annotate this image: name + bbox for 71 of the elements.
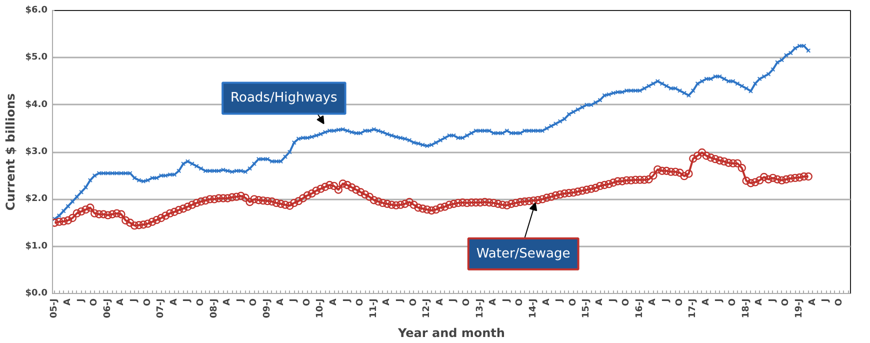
- x-tick-label: 16-J: [634, 298, 645, 318]
- x-tick-label: J: [502, 298, 512, 303]
- x-tick-label: A: [754, 298, 765, 306]
- x-tick-label: O: [515, 298, 526, 306]
- x-tick-label: O: [462, 298, 472, 306]
- x-tick-label: O: [142, 298, 153, 306]
- x-tick-label: O: [356, 298, 366, 306]
- x-tick-label: O: [568, 298, 578, 306]
- x-tick-label: 15-J: [582, 298, 592, 318]
- x-tick-label: 18-J: [741, 298, 752, 318]
- x-tick-label: A: [222, 298, 233, 306]
- x-tick-label: 05-J: [50, 298, 60, 318]
- x-tick-label: 06-J: [102, 298, 113, 318]
- y-tick-label: $6.0: [25, 6, 48, 16]
- x-tick-label: O: [90, 298, 100, 306]
- x-tick-label: J: [768, 298, 778, 303]
- y-axis-title: Current $ billions: [3, 93, 18, 211]
- x-tick-label: A: [435, 298, 446, 306]
- x-tick-label: A: [169, 298, 180, 306]
- x-tick-label: O: [781, 298, 792, 306]
- y-tick-label: $4.0: [25, 100, 48, 110]
- x-tick-label: O: [408, 298, 419, 306]
- x-tick-label: J: [714, 298, 725, 303]
- x-tick-label: J: [608, 298, 618, 303]
- x-tick-label: A: [808, 298, 818, 306]
- x-tick-label: A: [648, 298, 658, 306]
- x-tick-label: A: [329, 298, 340, 306]
- x-axis-title: Year and month: [397, 326, 505, 340]
- x-tick-label: J: [662, 298, 672, 303]
- y-tick-label: $3.0: [25, 147, 48, 157]
- x-tick-label: 19-J: [794, 298, 805, 318]
- series-label: Roads/Highways: [230, 90, 338, 106]
- x-tick-label: A: [488, 298, 499, 306]
- x-tick-label: J: [342, 298, 352, 303]
- x-tick-label: J: [555, 298, 566, 303]
- x-tick-label: 07-J: [156, 298, 166, 318]
- x-tick-label: J: [182, 298, 193, 303]
- x-tick-label: 08-J: [209, 298, 220, 318]
- x-tick-label: 10-J: [316, 298, 326, 318]
- x-tick-label: 14-J: [528, 298, 539, 318]
- x-tick-label: O: [249, 298, 260, 306]
- x-tick-label: O: [302, 298, 312, 306]
- x-tick-label: O: [834, 298, 844, 306]
- x-tick-label: A: [382, 298, 392, 306]
- x-tick-label: J: [76, 298, 86, 303]
- x-tick-label: J: [289, 298, 300, 303]
- y-tick-label: $0.0: [25, 288, 48, 298]
- x-tick-label: J: [236, 298, 246, 303]
- x-tick-label: O: [674, 298, 685, 306]
- x-tick-label: A: [276, 298, 286, 306]
- y-tick-label: $2.0: [25, 194, 48, 204]
- x-tick-label: J: [130, 298, 140, 303]
- text: Water/Sewage: [476, 246, 570, 262]
- x-tick-label: A: [595, 298, 606, 306]
- x-tick-label: A: [116, 298, 126, 306]
- x-tick-label: O: [622, 298, 632, 306]
- x-tick-label: 11-J: [368, 298, 379, 318]
- x-tick-label: O: [728, 298, 738, 306]
- x-tick-label: 12-J: [422, 298, 432, 318]
- x-tick-label: A: [701, 298, 712, 306]
- x-tick-label: A: [542, 298, 552, 306]
- x-tick-label: 09-J: [262, 298, 273, 318]
- x-tick-label: A: [63, 298, 74, 306]
- y-tick-label: $5.0: [25, 52, 48, 63]
- x-tick-label: O: [196, 298, 206, 306]
- x-tick-label: J: [448, 298, 459, 303]
- x-tick-label: J: [821, 298, 832, 303]
- x-tick-label: 17-J: [688, 298, 698, 318]
- x-tick-label: 13-J: [475, 298, 486, 318]
- x-tick-label: J: [396, 298, 406, 303]
- y-tick-label: $1.0: [25, 241, 48, 252]
